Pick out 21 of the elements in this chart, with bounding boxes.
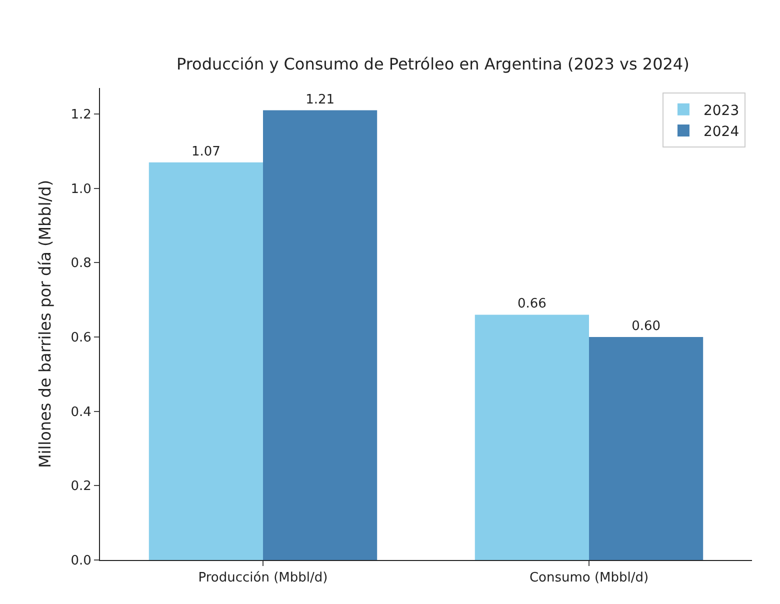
legend-label: 2023 bbox=[703, 102, 740, 119]
data-label: 0.60 bbox=[632, 319, 661, 334]
legend-label: 2024 bbox=[703, 124, 740, 140]
bar bbox=[148, 162, 263, 560]
x-tick-label: Producción (Mbbl/d) bbox=[198, 570, 328, 586]
bar bbox=[263, 110, 378, 560]
text: 1.2 bbox=[70, 108, 92, 123]
data-label: 0.66 bbox=[517, 296, 546, 312]
data-label: 1.07 bbox=[191, 144, 220, 160]
data-label: 1.21 bbox=[306, 92, 335, 108]
bar bbox=[474, 314, 589, 560]
chart-title: Producción y Consumo de Petróleo en Argentina (2023 vs 2024) bbox=[176, 54, 690, 74]
text: 1.0 bbox=[70, 182, 92, 197]
bar bbox=[589, 337, 704, 560]
text: 0.2 bbox=[70, 479, 92, 494]
text: 0.8 bbox=[70, 256, 92, 272]
text: 0.6 bbox=[70, 330, 92, 346]
text: 0.0 bbox=[70, 554, 92, 569]
x-tick-label: Consumo (Mbbl/d) bbox=[529, 570, 649, 586]
y-axis-title: Millones de barriles por día (Mbbl/d) bbox=[36, 180, 55, 468]
text: 0.4 bbox=[70, 404, 92, 420]
